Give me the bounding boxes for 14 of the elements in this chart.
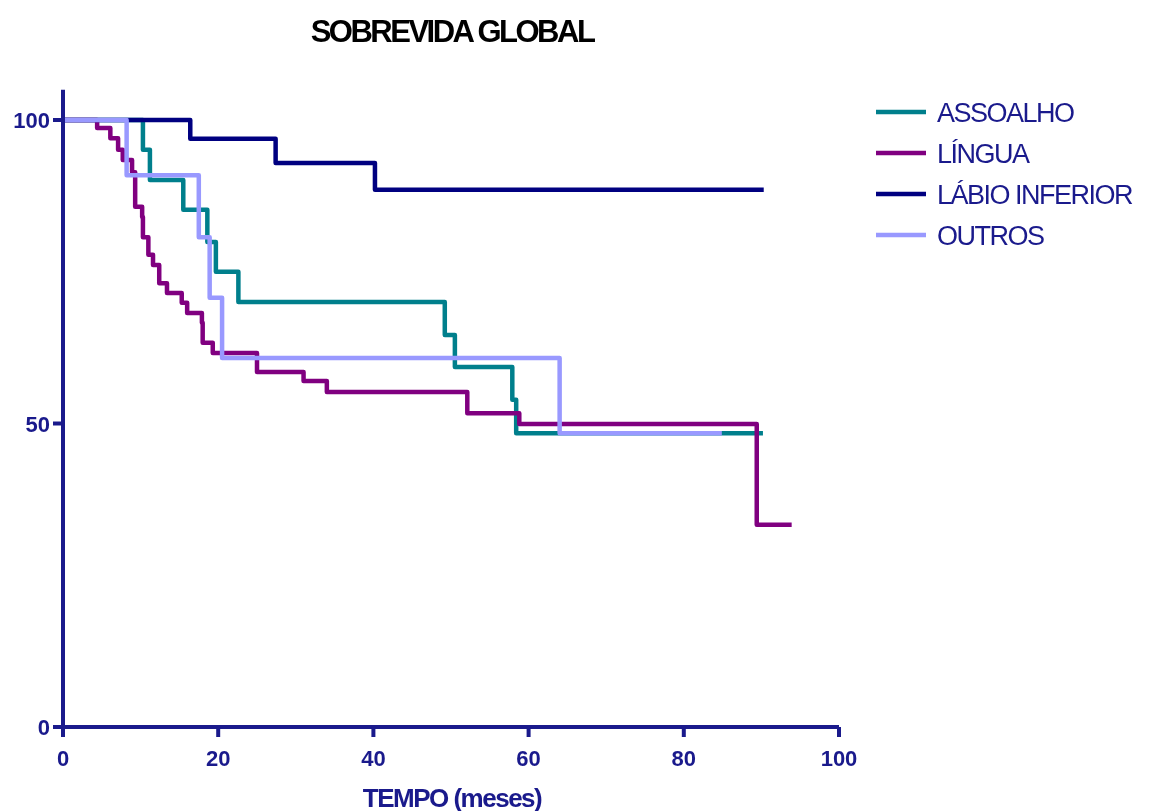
- y-tick-label: 0: [37, 715, 50, 740]
- legend-label: ASSOALHO: [937, 98, 1075, 128]
- legend-label: OUTROS: [937, 221, 1044, 251]
- chart-title: SOBREVIDA GLOBAL: [310, 14, 595, 49]
- legend-label: LÍNGUA: [937, 139, 1031, 169]
- x-tick-label: 100: [820, 746, 858, 771]
- x-tick-label: 40: [361, 746, 386, 771]
- x-tick-label: 60: [516, 746, 541, 771]
- x-tick-label: 20: [205, 746, 231, 771]
- x-tick-label: 80: [671, 746, 697, 771]
- y-tick-label: 50: [25, 411, 50, 437]
- legend-label: LÁBIO INFERIOR: [937, 180, 1134, 210]
- x-tick-label: 0: [56, 746, 70, 771]
- y-tick-label: 100: [13, 108, 50, 133]
